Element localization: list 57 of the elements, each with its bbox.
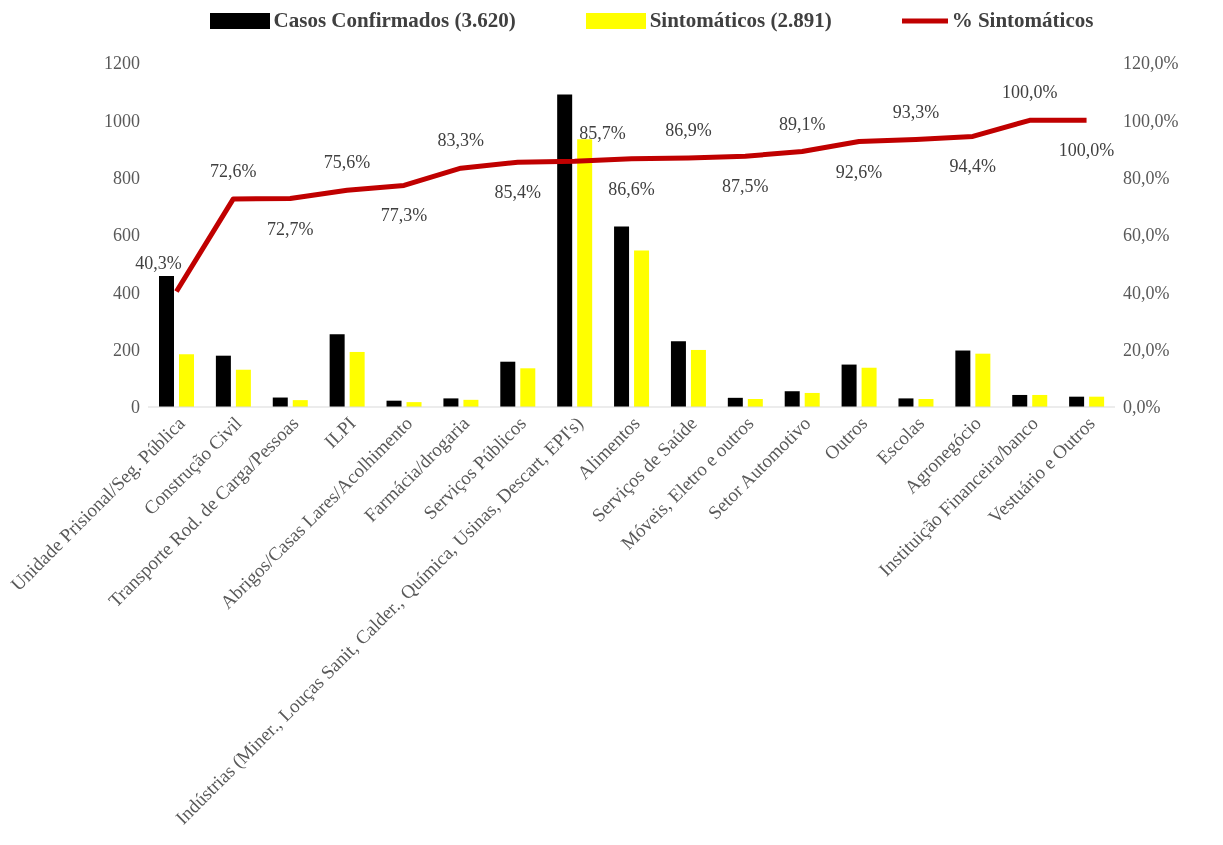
y2-tick-label: 20,0% <box>1123 340 1170 361</box>
data-label: 94,4% <box>949 156 997 177</box>
bar <box>557 94 573 407</box>
y-tick-label: 0 <box>131 397 140 418</box>
legend-label: Sintomáticos (2.891) <box>649 8 832 33</box>
bar <box>634 250 650 407</box>
data-label: 89,1% <box>778 113 826 134</box>
bar <box>784 391 800 407</box>
bar <box>955 350 971 407</box>
legend-label: % Sintomáticos <box>951 8 1094 33</box>
bar <box>500 361 516 407</box>
bar <box>975 353 991 407</box>
bar <box>520 368 536 407</box>
y2-tick-label: 100,0% <box>1123 110 1179 131</box>
data-label: 87,5% <box>722 176 769 197</box>
bar <box>690 349 706 407</box>
data-label: 40,3% <box>135 253 182 274</box>
data-label: 83,3% <box>437 130 485 151</box>
y2-tick-label: 0,0% <box>1123 397 1161 418</box>
data-label: 77,3% <box>380 205 428 226</box>
y-tick-label: 1000 <box>104 110 140 131</box>
data-label: 72,6% <box>210 160 257 181</box>
bar <box>443 398 459 407</box>
y-tick-label: 600 <box>113 225 140 246</box>
y-tick-label: 800 <box>113 168 140 189</box>
bar <box>349 351 365 407</box>
bar <box>614 226 630 407</box>
bar <box>1012 394 1028 407</box>
data-label: 100,0% <box>1001 82 1058 103</box>
y-tick-label: 200 <box>113 340 140 361</box>
bar <box>235 369 251 407</box>
bar <box>1032 394 1048 407</box>
legend-label: Casos Confirmados (3.620) <box>273 8 516 33</box>
data-label: 85,7% <box>579 123 626 144</box>
data-label: 100,0% <box>1058 140 1115 161</box>
data-label: 92,6% <box>835 161 883 182</box>
data-label: 86,9% <box>665 119 712 140</box>
y2-tick-label: 40,0% <box>1123 282 1170 303</box>
bar <box>841 364 857 407</box>
bar <box>804 392 820 407</box>
bar <box>670 341 686 407</box>
data-label: 93,3% <box>892 101 940 122</box>
bar <box>179 354 194 407</box>
y2-tick-label: 60,0% <box>1123 225 1170 246</box>
data-label: 86,6% <box>608 178 655 199</box>
y-tick-label: 400 <box>113 282 140 303</box>
data-label: 85,4% <box>494 182 541 203</box>
y2-tick-label: 80,0% <box>1123 168 1170 189</box>
y-tick-label: 1200 <box>104 53 140 74</box>
data-label: 72,7% <box>266 218 314 239</box>
data-label: 75,6% <box>323 152 371 173</box>
bar <box>215 355 231 407</box>
bar <box>159 275 174 407</box>
bar <box>861 367 877 407</box>
bar <box>898 398 914 407</box>
bar <box>329 334 345 407</box>
y2-tick-label: 120,0% <box>1123 53 1179 74</box>
